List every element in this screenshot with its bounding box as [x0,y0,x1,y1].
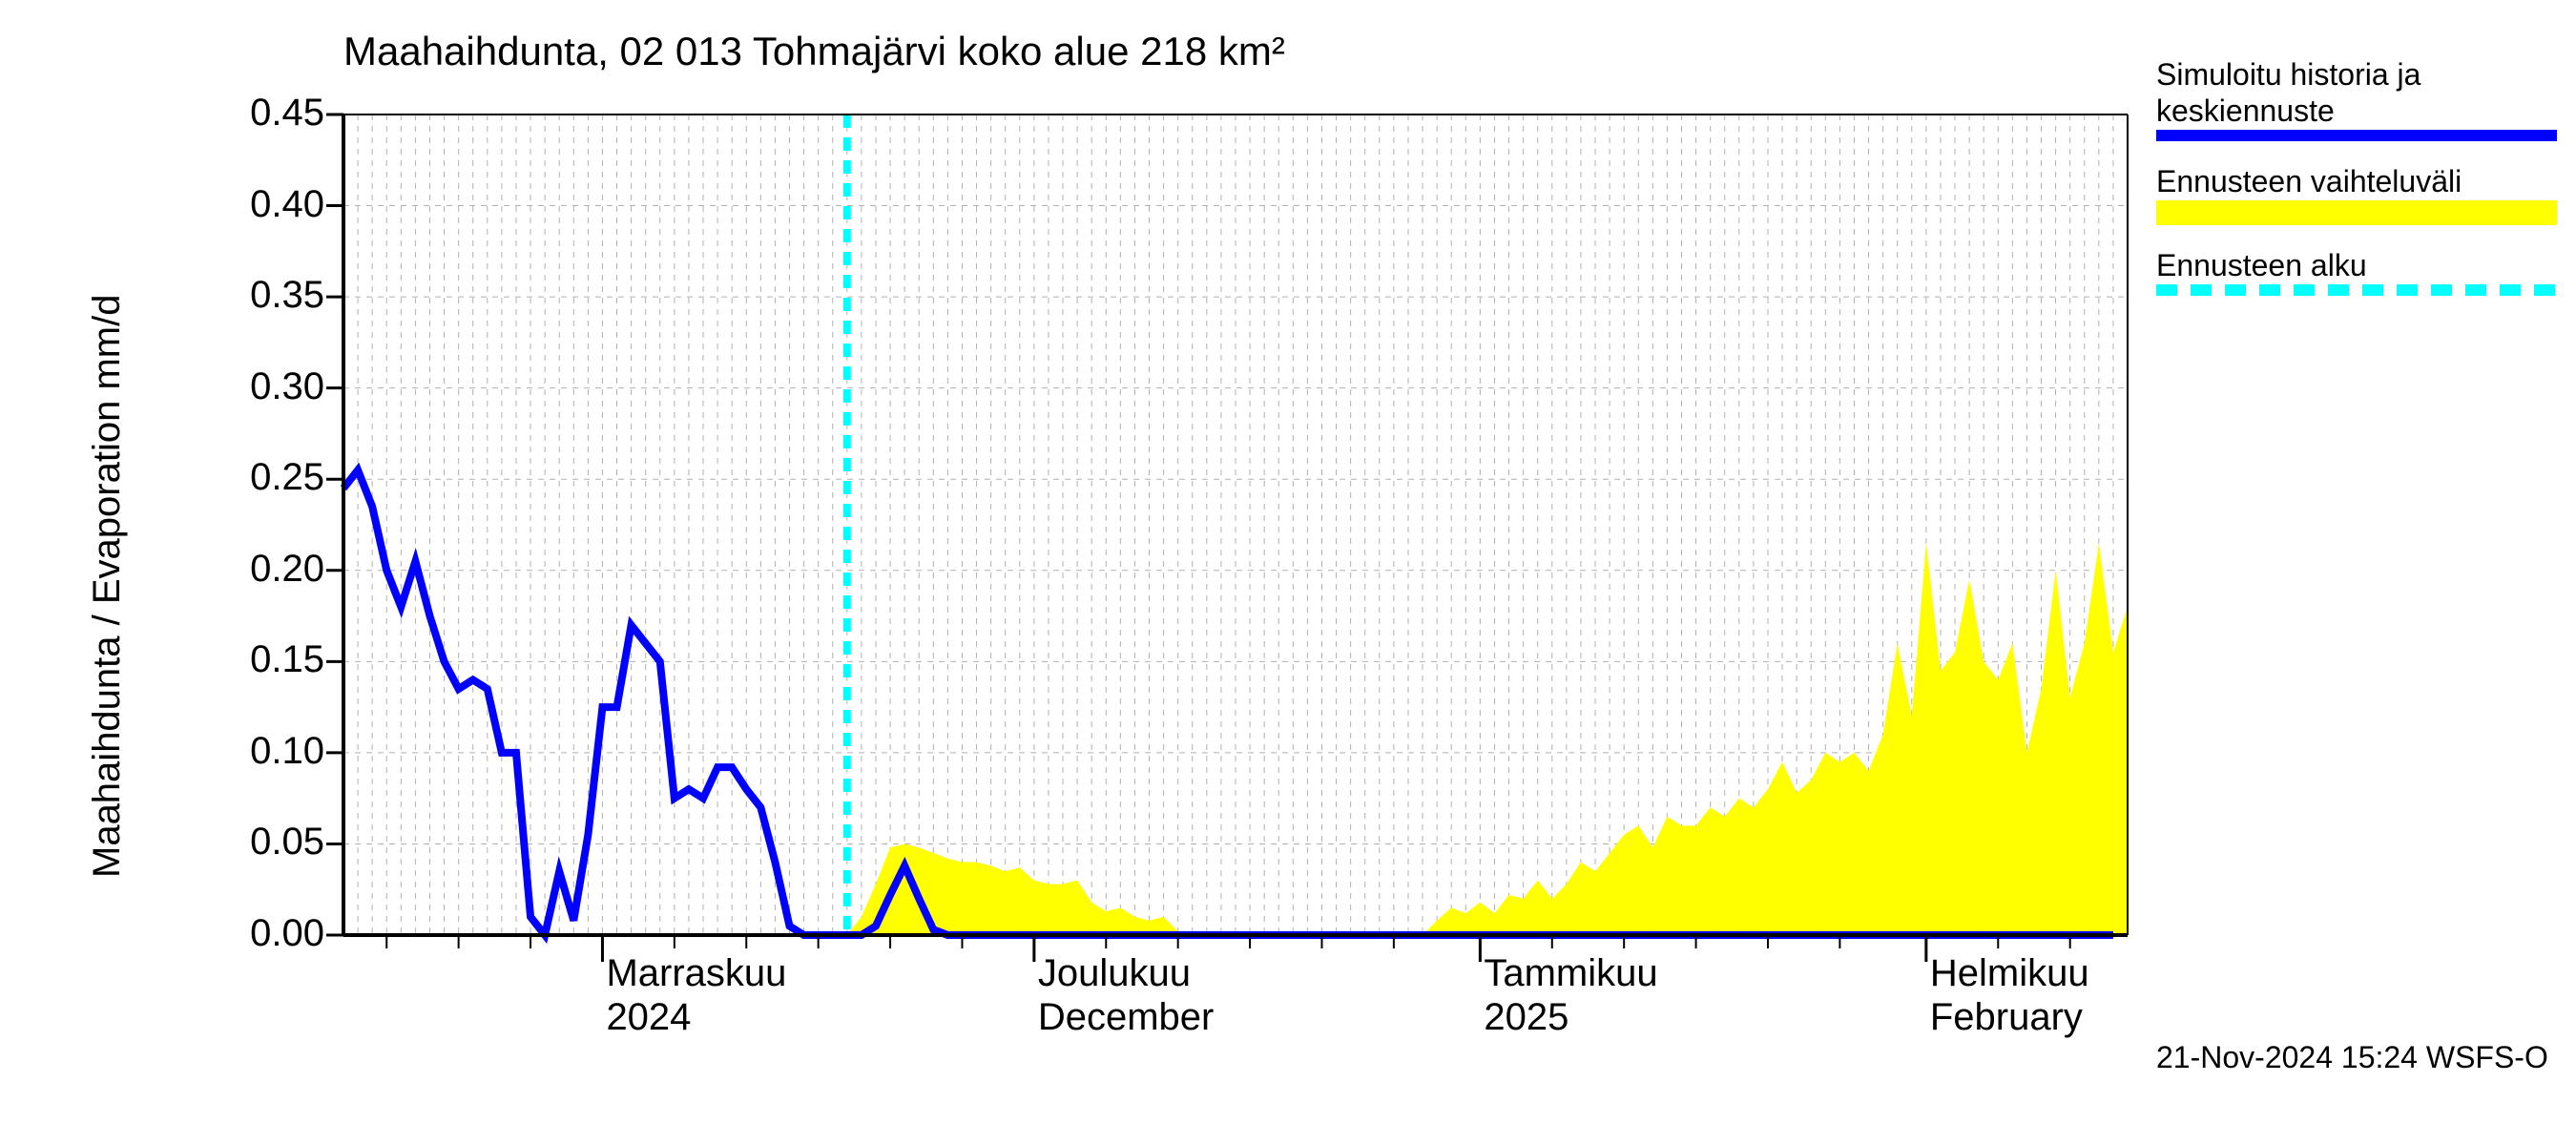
x-tick-label-bottom: 2024 [606,996,691,1039]
footer-timestamp: 21-Nov-2024 15:24 WSFS-O [2156,1040,2548,1075]
legend-swatch [2156,200,2557,225]
legend-label: Simuloitu historia ja [2156,57,2420,93]
x-tick-label-top: Marraskuu [606,952,786,995]
chart-container: Maahaihdunta, 02 013 Tohmajärvi koko alu… [0,0,2576,1145]
legend-swatch [2156,284,2557,296]
y-tick-label: 0.30 [172,365,324,408]
legend-label: Ennusteen alku [2156,248,2367,283]
legend-label: keskiennuste [2156,94,2335,129]
legend-label: Ennusteen vaihteluväli [2156,164,2462,199]
x-tick-label-top: Helmikuu [1930,952,2089,995]
y-tick-label: 0.00 [172,912,324,955]
x-tick-label-bottom: February [1930,996,2083,1039]
legend-swatch [2156,130,2557,141]
x-tick-label-bottom: December [1038,996,1215,1039]
x-tick-label-top: Joulukuu [1038,952,1191,995]
y-tick-label: 0.25 [172,456,324,499]
y-tick-label: 0.10 [172,730,324,773]
y-tick-label: 0.35 [172,274,324,317]
y-tick-label: 0.15 [172,638,324,681]
y-tick-label: 0.05 [172,821,324,864]
x-tick-label-top: Tammikuu [1484,952,1657,995]
y-tick-label: 0.20 [172,548,324,591]
y-tick-label: 0.40 [172,183,324,226]
y-tick-label: 0.45 [172,92,324,135]
x-tick-label-bottom: 2025 [1484,996,1568,1039]
